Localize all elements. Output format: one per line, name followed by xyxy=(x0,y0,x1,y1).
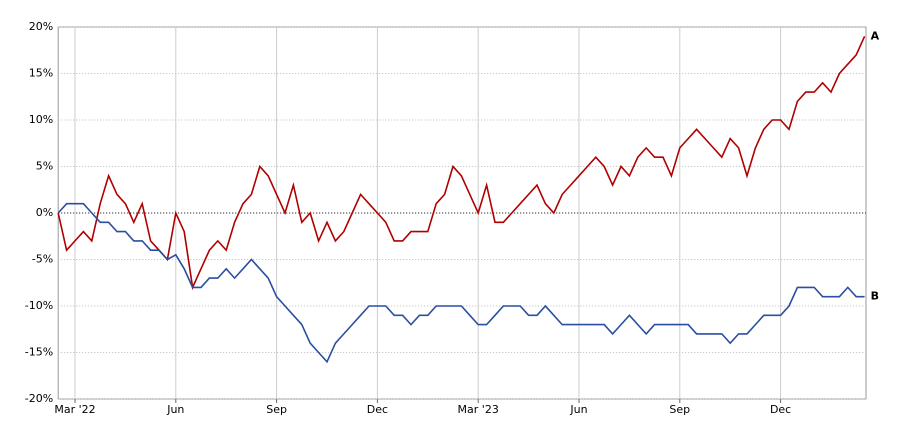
y-tick-label: 20% xyxy=(29,20,53,33)
x-tick-label: Dec xyxy=(770,403,791,416)
series-line xyxy=(57,202,865,364)
y-tick-label: 5% xyxy=(36,160,53,173)
y-tick-label: 15% xyxy=(29,67,53,80)
series-label: A xyxy=(871,29,880,42)
y-tick-label: -10% xyxy=(25,299,53,312)
y-tick-label: -20% xyxy=(25,392,53,405)
plot-area xyxy=(57,26,867,400)
y-tick-label: 0% xyxy=(36,206,53,219)
x-tick-label: Mar '23 xyxy=(458,403,499,416)
x-tick-label: Dec xyxy=(367,403,388,416)
x-tick-label: Mar '22 xyxy=(54,403,95,416)
x-tick-label: Jun xyxy=(569,403,587,416)
x-tick-label: Sep xyxy=(266,403,287,416)
y-tick-label: -5% xyxy=(32,253,53,266)
y-tick-label: -15% xyxy=(25,346,53,359)
series-label: B xyxy=(871,290,879,303)
x-tick-label: Sep xyxy=(669,403,690,416)
x-tick-label: Jun xyxy=(166,403,184,416)
y-tick-label: 10% xyxy=(29,113,53,126)
